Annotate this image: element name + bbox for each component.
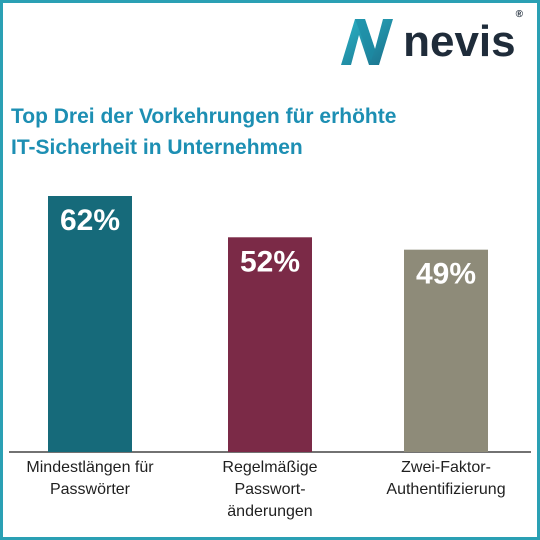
- bar-value-label-3: 49%: [416, 258, 476, 291]
- bar-1: [48, 196, 132, 452]
- category-label-1: Mindestlängen für Passwörter: [10, 457, 170, 501]
- chart-title: Top Drei der Vorkehrungen für erhöhte IT…: [11, 101, 511, 163]
- category-label-3: Zwei-Faktor- Authentifizierung: [366, 457, 526, 501]
- category-label-line: Authentifizierung: [386, 481, 506, 498]
- category-label-line: Passwort-: [234, 481, 306, 498]
- category-label-2: Regelmäßige Passwort-änderungen: [190, 457, 350, 523]
- chart-title-line-2: IT-Sicherheit in Unternehmen: [11, 136, 303, 159]
- category-label-line: Regelmäßige: [222, 459, 318, 476]
- category-label-line: Mindestlängen für: [26, 459, 154, 476]
- bar-2: [228, 237, 312, 452]
- category-label-line: Passwörter: [49, 481, 131, 498]
- brand-logo: nevis®: [337, 9, 523, 69]
- bar-value-label-1: 62%: [60, 204, 120, 237]
- bar-chart: 62% 52% 49%: [9, 196, 531, 453]
- bar-3: [404, 249, 488, 452]
- category-label-line: änderungen: [227, 503, 313, 520]
- brand-name: nevis®: [403, 9, 523, 66]
- chart-title-line-1: Top Drei der Vorkehrungen für erhöhte: [11, 105, 397, 128]
- nevis-logo-icon: [341, 19, 394, 65]
- category-label-line: Zwei-Faktor-: [401, 459, 491, 476]
- bar-value-label-2: 52%: [240, 245, 300, 278]
